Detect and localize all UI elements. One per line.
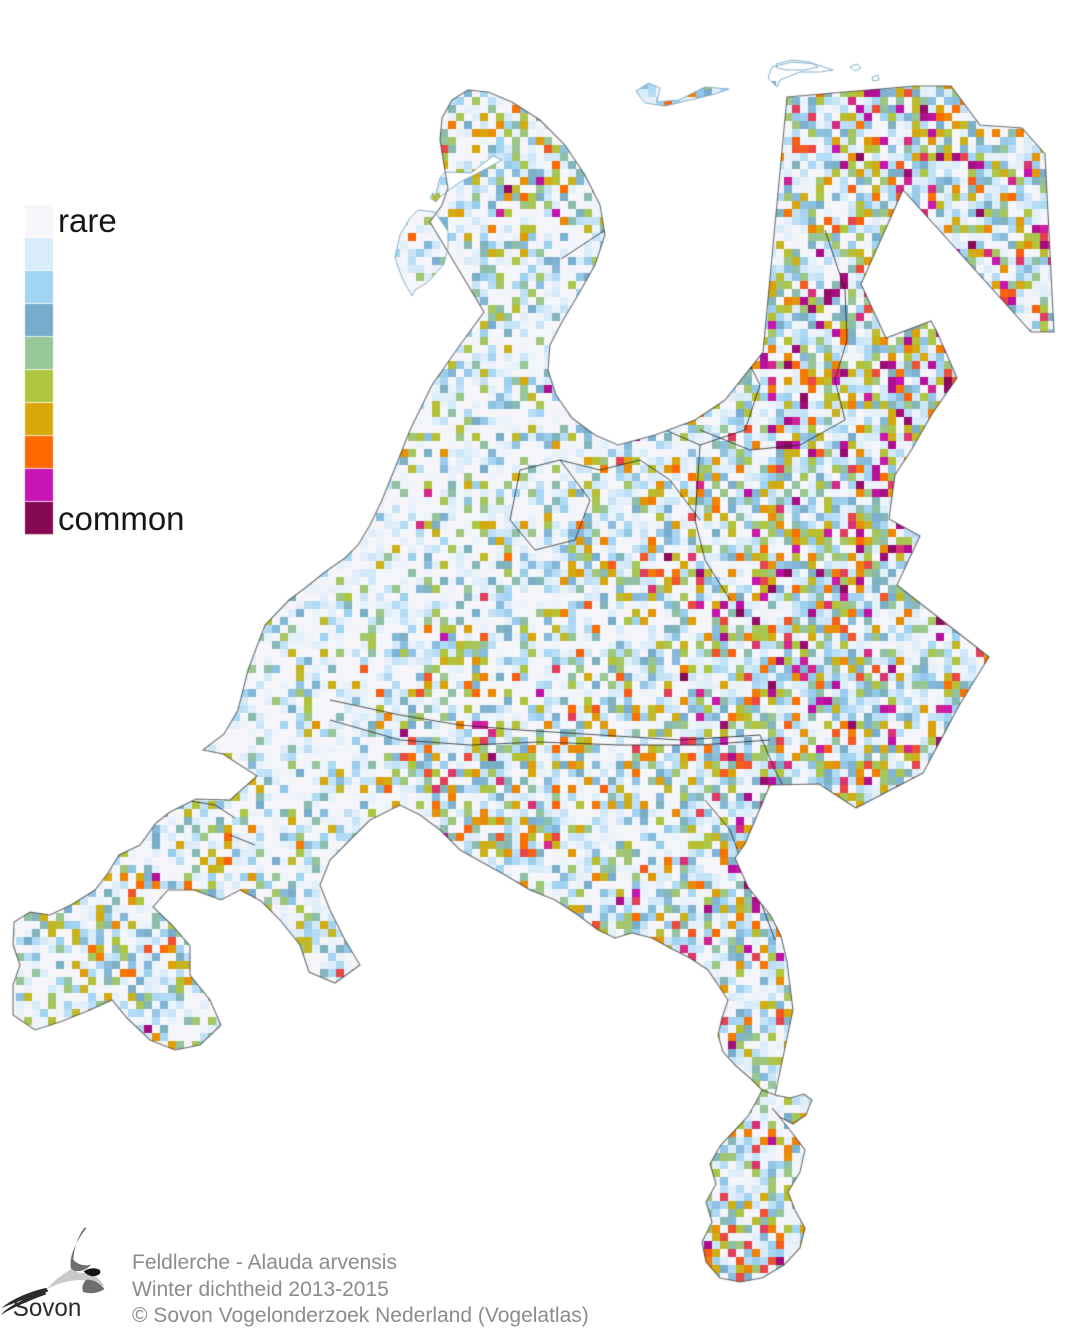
svg-text:Sovon: Sovon: [13, 1295, 82, 1322]
